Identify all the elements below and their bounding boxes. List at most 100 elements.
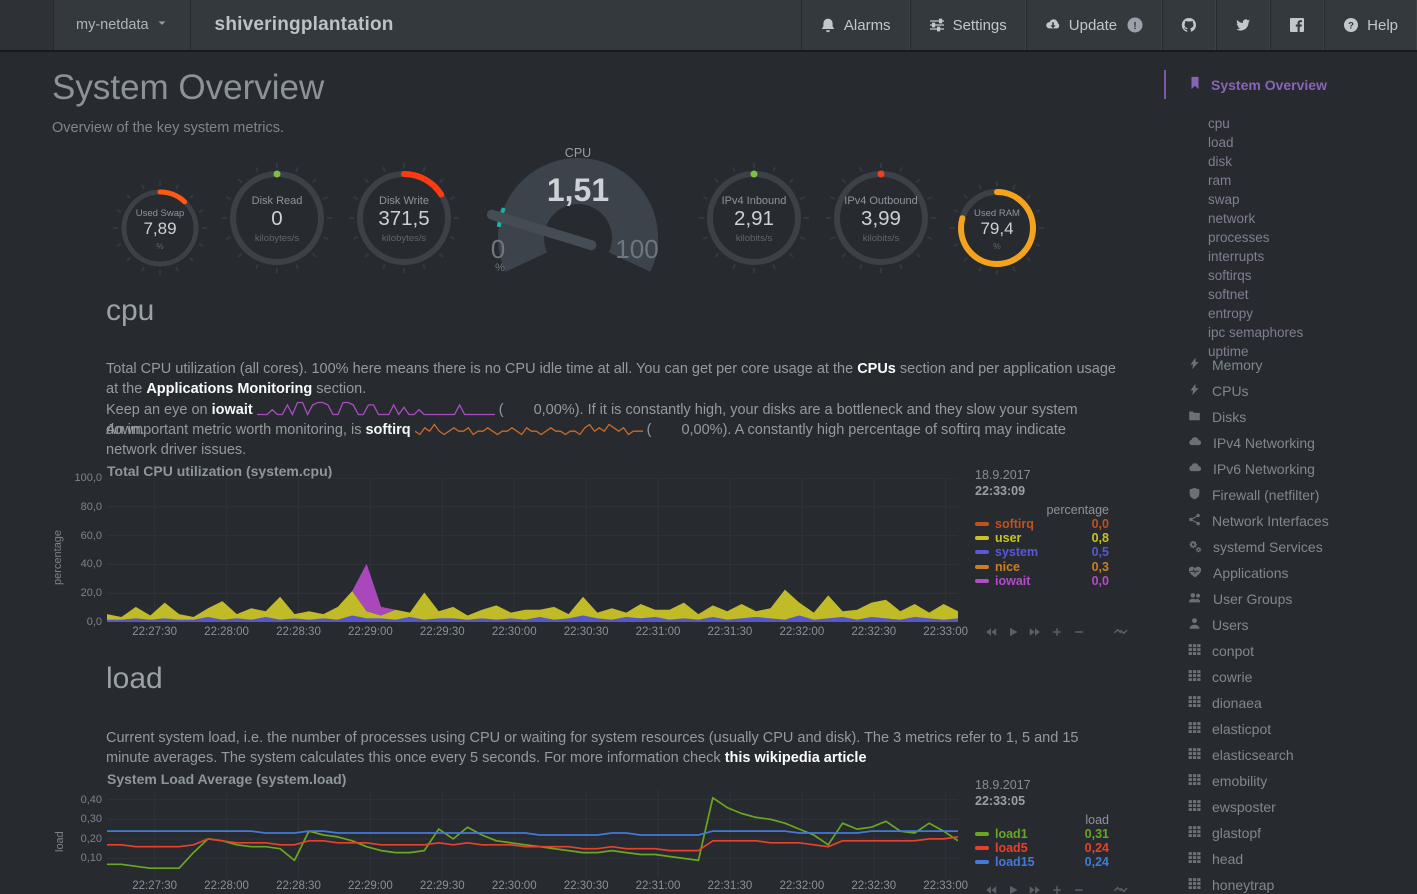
sidebar-section-memory[interactable]: Memory xyxy=(1188,352,1329,378)
wikipedia-link[interactable]: this wikipedia article xyxy=(724,750,867,766)
softirq-note: An important metric worth monitoring, is… xyxy=(106,422,1066,458)
gauge-used-ram[interactable]: Used RAM 79,4 % xyxy=(947,178,1047,278)
pan-vertical-icon[interactable] xyxy=(1113,624,1128,639)
iowait-sparkline[interactable] xyxy=(256,400,495,416)
load-chart-legend: 18.9.2017 22:33:05 load load1 0,31 load5 0,… xyxy=(975,778,1109,870)
load-chart-date: 18.9.2017 xyxy=(975,778,1031,792)
sidebar-section-emobility[interactable]: emobility xyxy=(1188,768,1329,794)
cpus-link[interactable]: CPUs xyxy=(857,361,896,377)
gauge-ipv4-outbound[interactable]: IPv4 Outbound 3,99 kilobits/s xyxy=(821,158,941,278)
gauge-value: 79,4 xyxy=(980,219,1014,238)
sidebar-section-dionaea[interactable]: dionaea xyxy=(1188,690,1329,716)
sidebar-section-elasticsearch[interactable]: elasticsearch xyxy=(1188,742,1329,768)
question-circle-icon: ? xyxy=(1343,17,1359,33)
load-description: Current system load, i.e. the number of … xyxy=(106,730,1079,766)
softirq-label: softirq xyxy=(365,422,411,438)
sidebar-section-glastopf[interactable]: glastopf xyxy=(1188,820,1329,846)
sidebar-item-ipc-semaphores[interactable]: ipc semaphores xyxy=(1208,325,1304,340)
minus-icon[interactable] xyxy=(1073,884,1085,894)
cpu-desc-text: Total CPU utilization (all cores). 100% … xyxy=(106,361,858,377)
sidebar-item-cpu[interactable]: cpu xyxy=(1208,116,1230,131)
softirq-sparkline[interactable] xyxy=(414,422,643,436)
sidebar-item-uptime[interactable]: uptime xyxy=(1208,344,1249,359)
seek-forward-icon[interactable] xyxy=(1029,626,1041,638)
sidebar-section-user-groups[interactable]: User Groups xyxy=(1188,586,1329,612)
sidebar-section-applications[interactable]: Applications xyxy=(1188,560,1329,586)
sidebar-section-firewall-netfilter-[interactable]: Firewall (netfilter) xyxy=(1188,482,1329,508)
legend-item-iowait[interactable]: iowait 0,0 xyxy=(975,574,1109,588)
applications-monitoring-link[interactable]: Applications Monitoring xyxy=(146,381,313,397)
sidebar-item-processes[interactable]: processes xyxy=(1208,230,1270,245)
legend-item-load1[interactable]: load1 0,31 xyxy=(975,827,1109,841)
gauge-dial xyxy=(699,163,809,273)
sidebar-item-load[interactable]: load xyxy=(1208,135,1234,150)
nav-button-github[interactable] xyxy=(1162,0,1217,50)
plus-icon[interactable] xyxy=(1051,626,1063,638)
gauge-used-swap[interactable]: Used Swap 7,89 % xyxy=(110,178,210,278)
legend-item-load5[interactable]: load5 0,24 xyxy=(975,841,1109,855)
cpu-chart-xticks: 22:27:30 22:28:00 22:28:30 22:29:00 22:29:30… xyxy=(107,626,968,640)
sidebar-sections: Memory CPUs Disks IPv4 Networking IPv6 Netwo… xyxy=(1188,352,1329,894)
seek-backward-icon[interactable] xyxy=(985,884,997,894)
legend-item-user[interactable]: user 0,8 xyxy=(975,531,1109,545)
section-heading-cpu: cpu xyxy=(106,294,155,327)
sidebar-item-softirqs[interactable]: softirqs xyxy=(1208,268,1252,283)
sidebar-section-cowrie[interactable]: cowrie xyxy=(1188,664,1329,690)
minus-icon[interactable] xyxy=(1073,626,1085,638)
sidebar-item-disk[interactable]: disk xyxy=(1208,154,1233,169)
y-tick-label: 80,0 xyxy=(80,500,102,513)
share-icon xyxy=(1188,513,1201,529)
sidebar-item-system-overview[interactable]: System Overview xyxy=(1164,70,1327,99)
sidebar-section-network-interfaces[interactable]: Network Interfaces xyxy=(1188,508,1329,534)
sidebar-section-ipv6-networking[interactable]: IPv6 Networking xyxy=(1188,456,1329,482)
play-icon[interactable] xyxy=(1007,884,1019,894)
sidebar-section-disks[interactable]: Disks xyxy=(1188,404,1329,430)
sidebar-subitems: cpu load disk ram swap network processes interr… xyxy=(1208,114,1303,361)
gauge-disk-read[interactable]: Disk Read 0 kilobytes/s xyxy=(217,158,337,278)
legend-item-system[interactable]: system 0,5 xyxy=(975,545,1109,559)
nav-button-alarms[interactable]: Alarms xyxy=(800,0,910,50)
legend-item-load15[interactable]: load15 0,24 xyxy=(975,855,1109,869)
hostname[interactable]: shiveringplantation xyxy=(214,14,394,35)
softirq-value: 0,00% xyxy=(681,422,723,438)
my-netdata-menu[interactable]: my-netdata xyxy=(54,0,191,50)
nav-button-settings[interactable]: Settings xyxy=(909,0,1026,50)
sidebar-item-softnet[interactable]: softnet xyxy=(1208,287,1249,302)
gauge-cpu[interactable]: CPU 1,51 0 100 % xyxy=(483,146,673,278)
x-tick-label: 22:32:30 xyxy=(851,880,897,892)
sidebar-section-ewsposter[interactable]: ewsposter xyxy=(1188,794,1329,820)
sidebar-section-elasticpot[interactable]: elasticpot xyxy=(1188,716,1329,742)
sidebar-item-network[interactable]: network xyxy=(1208,211,1256,226)
sidebar-section-conpot[interactable]: conpot xyxy=(1188,638,1329,664)
cpu-chart-plot[interactable] xyxy=(107,478,958,622)
sidebar-item-interrupts[interactable]: interrupts xyxy=(1208,249,1265,264)
sidebar-section-systemd-services[interactable]: systemd Services xyxy=(1188,534,1329,560)
nav-button-twitter[interactable] xyxy=(1216,0,1271,50)
nav-button-help[interactable]: ? Help xyxy=(1324,0,1417,50)
legend-item-nice[interactable]: nice 0,3 xyxy=(975,560,1109,574)
legend-item-softirq[interactable]: softirq 0,0 xyxy=(975,517,1109,531)
sidebar-section-users[interactable]: Users xyxy=(1188,612,1329,638)
load-chart-plot[interactable] xyxy=(107,790,958,878)
gauge-ipv4-inbound[interactable]: IPv4 Inbound 2,91 kilobits/s xyxy=(694,158,814,278)
grid-icon xyxy=(1188,799,1201,815)
sidebar-item-entropy[interactable]: entropy xyxy=(1208,306,1254,321)
seek-backward-icon[interactable] xyxy=(985,626,997,638)
iowait-label: iowait xyxy=(211,402,253,418)
heartbeat-icon xyxy=(1188,565,1202,582)
plus-icon[interactable] xyxy=(1051,884,1063,894)
cpu-desc-text: section. xyxy=(312,381,367,397)
sidebar-section-head[interactable]: head xyxy=(1188,846,1329,872)
sidebar-section-ipv4-networking[interactable]: IPv4 Networking xyxy=(1188,430,1329,456)
x-tick-label: 22:31:00 xyxy=(635,626,681,638)
sidebar-item-swap[interactable]: swap xyxy=(1208,192,1240,207)
gauge-disk-write[interactable]: Disk Write 371,5 kilobytes/s xyxy=(344,158,464,278)
seek-forward-icon[interactable] xyxy=(1029,884,1041,894)
sidebar-section-honeytrap[interactable]: honeytrap xyxy=(1188,872,1329,894)
pan-vertical-icon[interactable] xyxy=(1113,882,1128,894)
sidebar-item-ram[interactable]: ram xyxy=(1208,173,1232,188)
play-icon[interactable] xyxy=(1007,626,1019,638)
sidebar-section-cpus[interactable]: CPUs xyxy=(1188,378,1329,404)
nav-button-facebook[interactable] xyxy=(1270,0,1325,50)
nav-button-update[interactable]: Update! xyxy=(1025,0,1163,50)
